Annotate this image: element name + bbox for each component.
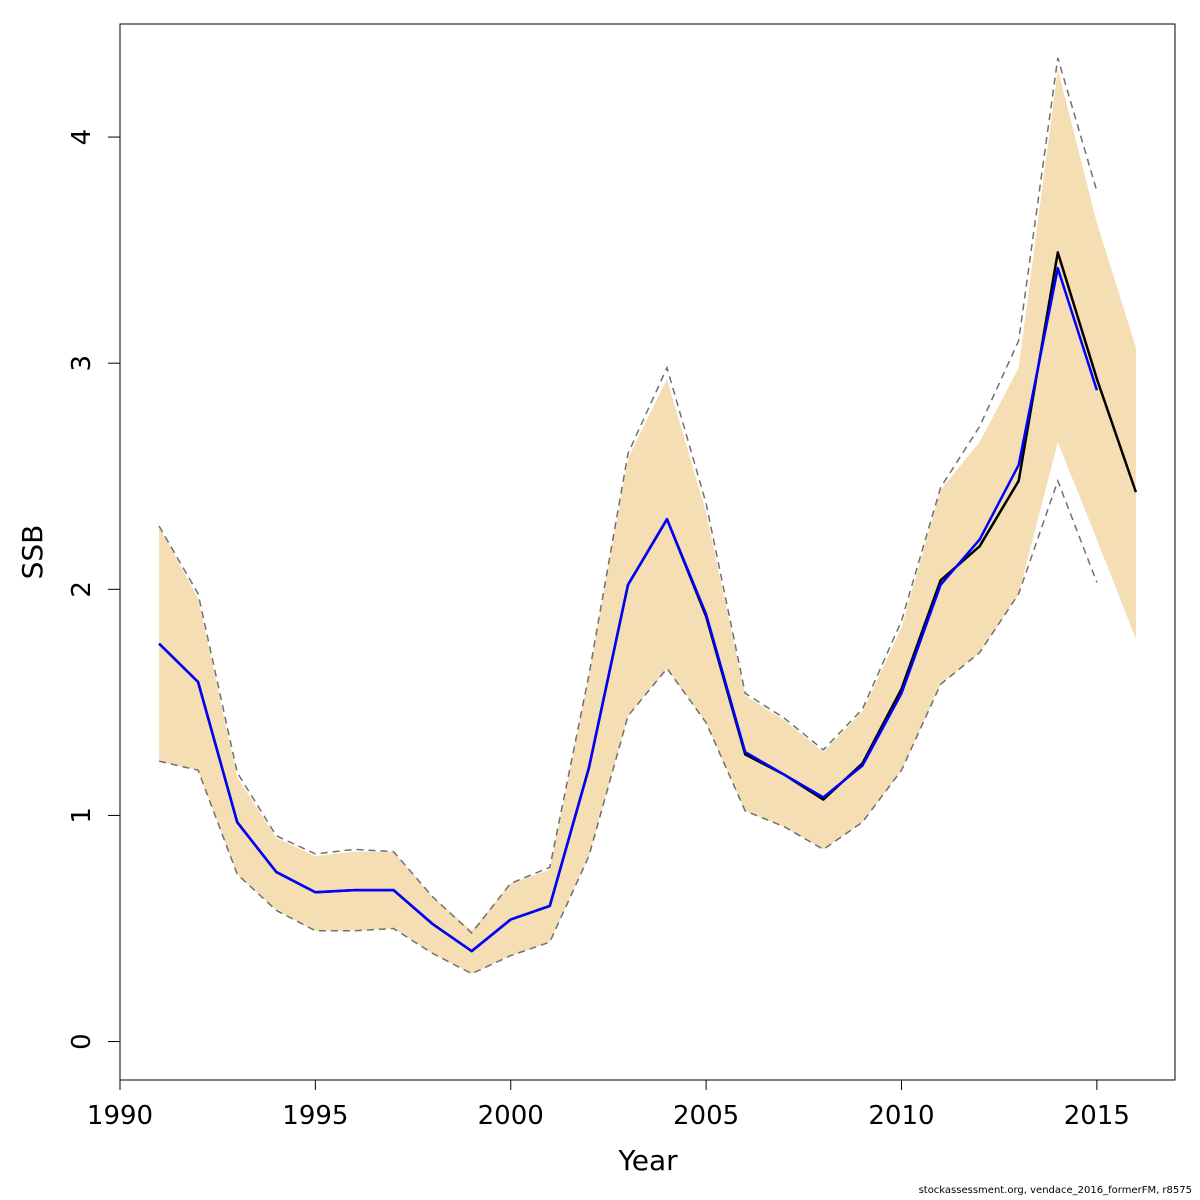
x-tick-label: 1995 xyxy=(282,1101,348,1131)
previous-upper-ci-line xyxy=(158,57,1098,935)
confidence-band xyxy=(159,69,1136,974)
y-tick-label: 0 xyxy=(67,1033,97,1050)
x-tick-label: 1990 xyxy=(87,1101,153,1131)
y-tick-label: 4 xyxy=(67,129,97,146)
series-line-layer xyxy=(158,251,1138,953)
y-axis-title: SSB xyxy=(16,525,49,580)
x-axis-title: Year xyxy=(617,1144,678,1177)
y-tick-label: 2 xyxy=(67,581,97,598)
footer-caption: stockassessment.org, vendace_2016_former… xyxy=(918,1185,1192,1196)
previous-lower-ci-line xyxy=(158,478,1098,975)
x-tick-label: 2015 xyxy=(1064,1101,1130,1131)
y-tick-label: 1 xyxy=(67,807,97,824)
x-tick-label: 2000 xyxy=(478,1101,544,1131)
confidence-band-layer xyxy=(159,69,1136,974)
y-tick-label: 3 xyxy=(67,355,97,372)
y-axis: 0 1 2 3 4 xyxy=(67,129,121,1050)
previous-estimate-line xyxy=(158,266,1099,953)
previous-ci-layer xyxy=(158,57,1098,975)
x-tick-label: 2005 xyxy=(673,1101,739,1131)
x-axis: 1990 1995 2000 2005 2010 2015 xyxy=(87,1079,1130,1131)
x-tick-label: 2010 xyxy=(868,1101,934,1131)
